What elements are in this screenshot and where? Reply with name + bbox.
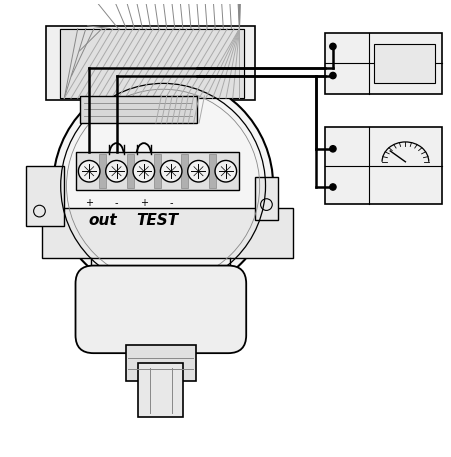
Text: -: - bbox=[339, 142, 343, 152]
Bar bbox=[126, 345, 195, 381]
Text: +: + bbox=[339, 40, 347, 50]
Bar bbox=[99, 154, 106, 188]
Text: -: - bbox=[169, 198, 173, 208]
Text: FIELD: FIELD bbox=[142, 295, 179, 308]
Text: +: + bbox=[339, 180, 347, 190]
Bar bbox=[373, 44, 434, 83]
Bar bbox=[46, 27, 255, 101]
Bar bbox=[324, 33, 441, 94]
Bar bbox=[208, 154, 215, 188]
Circle shape bbox=[329, 146, 335, 152]
Bar bbox=[138, 363, 183, 417]
Text: A / V: A / V bbox=[393, 185, 416, 195]
FancyBboxPatch shape bbox=[75, 266, 246, 353]
Text: +: + bbox=[85, 198, 93, 208]
Text: TERMNALS: TERMNALS bbox=[131, 313, 190, 326]
Circle shape bbox=[78, 160, 100, 182]
Bar bbox=[42, 208, 293, 258]
Text: out: out bbox=[88, 213, 117, 228]
Circle shape bbox=[160, 160, 182, 182]
Bar bbox=[60, 29, 244, 98]
Text: +: + bbox=[139, 198, 147, 208]
Text: Power
supply: Power supply bbox=[391, 63, 419, 82]
Bar bbox=[255, 177, 277, 219]
Text: TEST: TEST bbox=[136, 213, 178, 228]
Circle shape bbox=[215, 160, 236, 182]
Circle shape bbox=[53, 76, 272, 296]
Bar bbox=[324, 128, 441, 204]
Circle shape bbox=[133, 160, 154, 182]
Text: -: - bbox=[339, 69, 343, 79]
Text: 2400: 2400 bbox=[391, 58, 415, 69]
Circle shape bbox=[329, 43, 335, 49]
Bar bbox=[153, 154, 161, 188]
Bar bbox=[80, 96, 196, 123]
Bar bbox=[26, 165, 64, 226]
Bar bbox=[181, 154, 188, 188]
Circle shape bbox=[329, 184, 335, 190]
Circle shape bbox=[329, 72, 335, 79]
Bar bbox=[60, 29, 244, 98]
Circle shape bbox=[106, 160, 127, 182]
Circle shape bbox=[187, 160, 209, 182]
Bar bbox=[75, 152, 239, 190]
Bar bbox=[126, 154, 133, 188]
Text: -: - bbox=[115, 198, 118, 208]
